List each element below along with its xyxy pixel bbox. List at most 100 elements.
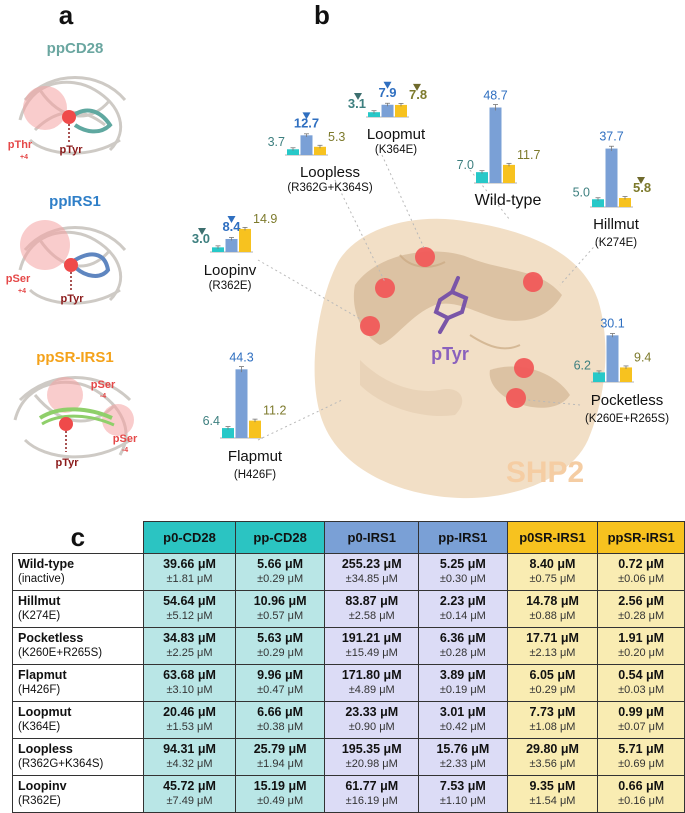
row-name: Loopmut [18,704,72,719]
bar [212,247,224,252]
bar [381,104,394,117]
mutant-name-label: Loopinv [204,262,257,279]
bar-value-label: 44.3 [229,350,253,364]
shp2-surface: pTyr SHP2 [314,218,606,499]
kd-mean: 34.83 μM [163,631,216,645]
kd-mean: 195.35 μM [341,742,402,756]
row-sub: (R362G+K364S) [18,757,104,770]
table-row: Hillmut (K274E) 54.64 μM ±5.12 μM 10.96 μM ±0… [11,589,685,628]
value-cell: 1.91 μM ±0.20 μM [597,626,685,665]
row-header: Pocketless (K260E+R265S) [11,626,145,665]
protein-label: SHP2 [506,456,584,489]
value-cell: 20.46 μM ±1.53 μM [143,700,236,739]
kd-error: ±0.47 μM [257,684,304,696]
kd-error: ±4.32 μM [166,758,213,770]
bar-value-label: 3.0 [192,231,210,246]
bar-value-label: 14.9 [253,212,277,226]
row-sub: (inactive) [18,572,65,585]
bar-value-label: 7.8 [409,87,427,102]
figure-panels-ab: a b ppCD28 pThr +4 pTyr ppIRS1 pSer [6,0,669,499]
row-sub: (H426F) [18,683,61,696]
kd-mean: 7.73 μM [529,705,576,719]
kd-error: ±1.54 μM [529,795,576,807]
value-cell: 0.99 μM ±0.07 μM [597,700,685,739]
value-cell: 6.36 μM ±0.28 μM [418,626,508,665]
kd-error: ±0.16 μM [618,795,665,807]
value-cell: 25.79 μM ±1.94 μM [234,737,326,776]
bar-chart-groups: 7.0 48.7 11.7 Wild-type 5.0 37.7 5.8 Hillmut (K2… [192,81,669,481]
kd-mean: 3.01 μM [439,705,486,719]
bar-value-label: 11.7 [517,148,540,162]
row-header: Loopless (R362G+K364S) [11,737,145,776]
value-cell: 9.35 μM ±1.54 μM [506,774,599,813]
decrease-arrow-icon [383,81,392,89]
bar [593,372,605,382]
kd-mean: 25.79 μM [253,742,307,756]
bar-value-label: 6.4 [203,414,220,428]
value-cell: 39.66 μM ±1.81 μM [143,552,236,591]
value-cell: 2.23 μM ±0.14 μM [418,589,508,628]
bar [239,228,251,252]
kd-mean: 17.71 μM [526,631,579,645]
row-sub: (K364E) [18,720,61,733]
bar [489,107,502,183]
table-header-row: c p0-CD28 pp-CD28 p0-IRS1 pp-IRS1 p0SR-I… [13,521,685,554]
kd-mean: 0.54 μM [618,668,665,682]
row-name: Flapmut [18,667,67,682]
kd-error: ±0.07 μM [618,721,665,733]
ptyr-ligand-label: pTyr [431,344,469,364]
kd-mean: 8.40 μM [529,557,576,571]
kd-mean: 54.64 μM [163,594,216,608]
kd-mean: 3.89 μM [439,668,486,682]
bar [249,420,261,438]
peptide-ribbon [70,252,111,278]
kd-error: ±34.85 μM [345,573,398,585]
decrease-arrow-icon [227,215,236,223]
ptyr-sphere [62,110,76,124]
column-header: p0-CD28 [143,521,236,554]
value-cell: 83.87 μM ±2.58 μM [324,589,420,628]
kd-mean: 6.05 μM [529,668,576,682]
kd-error: ±2.58 μM [348,610,395,622]
kd-error: ±0.19 μM [439,684,486,696]
pocket-label: pSer [91,379,116,391]
kd-mean: 1.91 μM [618,631,665,645]
kd-mean: 255.23 μM [341,557,402,571]
kd-error: ±2.25 μM [166,647,213,659]
mutant-name-label: Hillmut [593,216,640,233]
kd-error: ±0.49 μM [257,795,304,807]
value-cell: 5.63 μM ±0.29 μM [234,626,326,665]
ptyr-ligand [433,276,469,334]
structure-ppirs1: ppIRS1 pSer +4 pTyr [6,193,127,305]
row-header: Hillmut (K274E) [11,589,145,628]
table-row: Wild-type (inactive) 39.66 μM ±1.81 μM 5.66 … [11,552,685,591]
mutant-name-label: Loopless [300,164,360,181]
value-cell: 0.54 μM ±0.03 μM [597,663,685,702]
mutant-sub-label: (K364E) [375,144,417,156]
kd-mean: 0.72 μM [618,557,665,571]
value-cell: 191.21 μM ±15.49 μM [324,626,420,665]
kd-mean: 7.53 μM [439,779,486,793]
column-header: p0SR-IRS1 [506,521,599,554]
structure-title: ppIRS1 [49,193,101,210]
mutation-site-marker [514,358,534,378]
bar [606,335,619,382]
kd-mean: 2.23 μM [439,594,486,608]
kd-mean: 94.31 μM [163,742,216,756]
bar-value-label: 9.4 [634,350,651,364]
column-header: pp-IRS1 [418,521,508,554]
kd-mean: 45.72 μM [163,779,216,793]
bar [314,146,326,155]
kd-error: ±4.89 μM [348,684,395,696]
kd-error: ±2.13 μM [529,647,576,659]
column-header: ppSR-IRS1 [597,521,685,554]
mutant-name-label: Pocketless [591,392,664,409]
row-name: Wild-type [18,556,75,571]
kd-error: ±3.56 μM [529,758,576,770]
value-cell: 10.96 μM ±0.57 μM [234,589,326,628]
kd-error: ±1.53 μM [166,721,213,733]
panel-label-b: b [314,0,330,30]
value-cell: 3.89 μM ±0.19 μM [418,663,508,702]
structure-ppsr-irs1: ppSR-IRS1 pSer -4 pSer -4 pTyr [13,349,138,469]
bar-value-label: 3.7 [268,135,285,149]
